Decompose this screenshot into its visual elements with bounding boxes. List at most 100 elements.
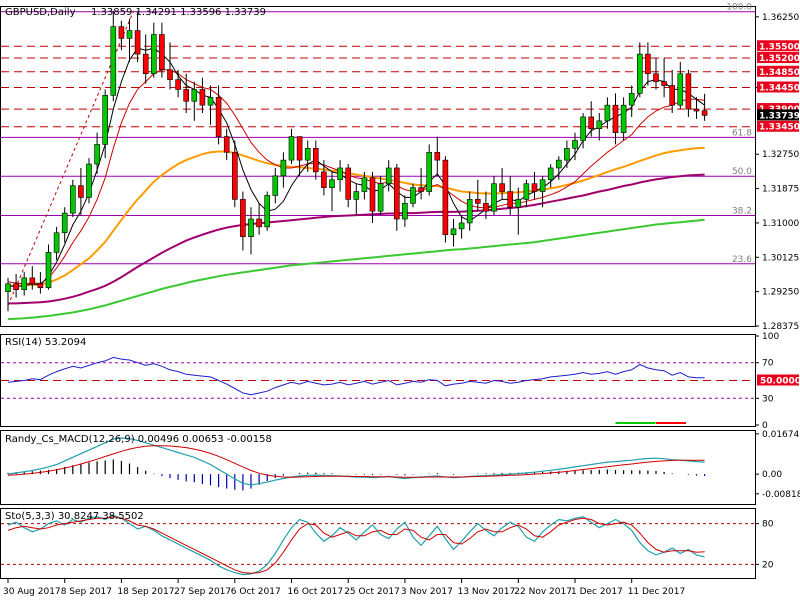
candle-body-42 — [345, 167, 352, 200]
macd-tick-label-2: -0.00818 — [762, 490, 800, 500]
price-label-1: 1.35200 — [759, 54, 800, 64]
stoch-label: Sto(5,3,3) 30.8247 38.5502 — [5, 511, 144, 522]
candle-body-60 — [491, 183, 497, 212]
candle-body-82 — [669, 85, 676, 106]
candle-body-13 — [110, 26, 117, 96]
candle-body-43 — [353, 191, 360, 200]
x-tick-label-5: 16 Oct 2017 — [288, 587, 344, 597]
candle-body-39 — [321, 171, 327, 188]
macd-panel[interactable]: 0.01674 0.00 -0.00818 — [7, 430, 800, 500]
candle-body-41 — [337, 167, 343, 181]
candle-body-86 — [701, 110, 708, 116]
candle-body-0 — [5, 283, 11, 292]
rsi-tick-label-1: 70 — [762, 359, 774, 369]
price-label-box-3 — [757, 81, 799, 93]
candle-body-67 — [547, 167, 554, 181]
candle-body-33 — [272, 175, 279, 196]
candle-body-5 — [45, 252, 52, 289]
candle-body-69 — [564, 148, 570, 161]
candle-body-56 — [458, 222, 465, 230]
stoch-panel[interactable]: 80 20 — [1, 514, 774, 576]
x-tick-label-4: 6 Oct 2017 — [231, 587, 281, 597]
candle-body-29 — [240, 199, 246, 237]
x-tick-label-8: 13 Nov 2017 — [458, 587, 516, 597]
candle-body-77 — [628, 93, 635, 106]
candle-body-50 — [410, 187, 416, 204]
price-label-box-1 — [757, 52, 799, 64]
candle-body-72 — [588, 116, 595, 130]
main-tick-label-3: 1.31875 — [762, 185, 799, 195]
candle-body-21 — [175, 79, 181, 90]
ma-purple-line — [8, 173, 705, 305]
candle-body-44 — [361, 177, 368, 192]
candle-body-40 — [329, 179, 335, 188]
candle-body-3 — [29, 277, 36, 285]
candle-body-49 — [402, 203, 408, 220]
x-tick-label-2: 18 Sep 2017 — [117, 587, 174, 597]
rsi-line — [7, 356, 705, 396]
candle-body-10 — [86, 163, 92, 198]
stoch-panel-frame — [0, 508, 756, 579]
symbol-label: GBPUSD,Daily — [5, 7, 76, 18]
candle-body-18 — [151, 34, 157, 75]
candle-body-85 — [693, 108, 700, 112]
candle-body-9 — [78, 185, 84, 198]
candle-body-6 — [53, 232, 60, 253]
candle-body-53 — [434, 151, 441, 161]
x-tick-label-11: 11 Dec 2017 — [628, 587, 686, 597]
candle-body-24 — [199, 89, 206, 106]
candle-body-52 — [426, 151, 433, 192]
fib-label-4: 23.6 — [732, 255, 752, 265]
rsi-panel[interactable]: 100 70 30 0 50.0000 — [1, 332, 800, 431]
macd-signal-line — [7, 445, 705, 478]
main-tick-label-7: 1.28375 — [762, 322, 799, 332]
candle-body-25 — [207, 97, 214, 106]
candle-body-78 — [636, 53, 643, 94]
candle-body-20 — [167, 69, 173, 80]
candle-body-45 — [369, 177, 376, 212]
macd-label: Randy_Cs_MACD(12,26,9) 0.00496 0.00653 -… — [5, 434, 272, 445]
stoch-tick-label-1: 20 — [762, 560, 774, 570]
stoch-tick-label-0: 80 — [762, 520, 774, 530]
rsi-bottom-bar-red — [656, 422, 686, 424]
candle-body-30 — [248, 218, 254, 237]
fib-label-3: 38.2 — [732, 206, 752, 216]
price-label-box-0 — [757, 40, 799, 52]
candle-body-74 — [604, 104, 611, 122]
candle-body-59 — [483, 203, 489, 212]
macd-tick-label-1: 0.00 — [762, 470, 782, 480]
candle-body-57 — [466, 199, 473, 224]
candle-body-55 — [450, 228, 457, 236]
candle-body-63 — [515, 199, 522, 208]
candle-body-70 — [572, 140, 578, 149]
candle-body-54 — [442, 159, 449, 236]
candle-body-81 — [661, 81, 667, 86]
candle-body-8 — [70, 185, 76, 214]
rsi-level-box — [757, 374, 799, 386]
candle-body-83 — [677, 73, 684, 106]
x-tick-label-9: 22 Nov 2017 — [514, 587, 572, 597]
candle-body-11 — [94, 144, 100, 165]
candle-body-51 — [418, 187, 424, 192]
rsi-panel-frame — [0, 334, 756, 427]
price-label-box-2 — [757, 65, 799, 77]
rsi-tick-label-0: 100 — [762, 332, 779, 342]
candle-body-65 — [531, 183, 538, 192]
candle-body-15 — [126, 30, 133, 39]
rsi-level-label: 50.0000 — [760, 377, 800, 387]
price-label-0: 1.35500 — [759, 42, 800, 52]
main-tick-label-2: 1.32750 — [762, 150, 799, 160]
candle-body-71 — [580, 116, 586, 141]
main-price-panel[interactable]: 100.0 61.8 50.0 38.2 23.6 1.36250 1.34450 1.327… — [1, 3, 800, 332]
candle-body-80 — [653, 73, 659, 82]
candle-body-2 — [21, 277, 28, 290]
stoch-d-line — [7, 516, 705, 574]
candle-body-4 — [37, 283, 44, 289]
main-panel-frame — [0, 6, 756, 327]
candle-body-47 — [385, 167, 392, 184]
candle-body-22 — [183, 89, 189, 102]
candle-body-12 — [102, 95, 108, 145]
